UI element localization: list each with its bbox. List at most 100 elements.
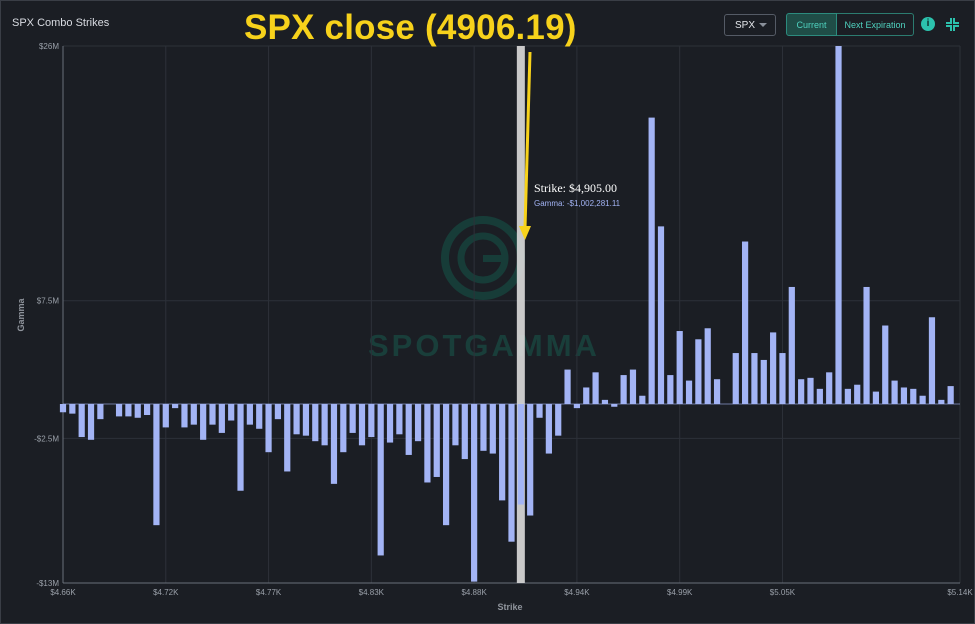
gamma-bar bbox=[162, 404, 169, 428]
gamma-bar bbox=[798, 379, 805, 404]
gamma-bar bbox=[620, 375, 627, 404]
expand-icon[interactable] bbox=[946, 18, 959, 31]
gamma-bar bbox=[639, 395, 646, 404]
gamma-bar bbox=[228, 404, 235, 421]
gamma-bar bbox=[190, 404, 197, 425]
x-tick-label: $4.83K bbox=[359, 588, 385, 597]
close-price-arrow bbox=[519, 51, 532, 240]
gamma-bar bbox=[218, 404, 225, 433]
info-icon[interactable]: i bbox=[921, 17, 935, 31]
gamma-bar bbox=[910, 388, 917, 404]
gamma-bar bbox=[807, 377, 814, 404]
x-tick-label: $4.94K bbox=[564, 588, 590, 597]
gamma-bar bbox=[125, 404, 132, 417]
gamma-bar bbox=[377, 404, 384, 556]
gamma-bar bbox=[414, 404, 422, 442]
gamma-bar bbox=[405, 404, 412, 455]
symbol-select[interactable]: SPX bbox=[724, 14, 776, 36]
gamma-bar bbox=[87, 404, 95, 440]
gamma-bar bbox=[312, 404, 319, 442]
gamma-bar bbox=[601, 399, 609, 404]
gamma-bar bbox=[59, 404, 67, 413]
gamma-bar bbox=[770, 332, 777, 404]
gamma-bar bbox=[872, 391, 880, 404]
tooltip-gamma: Gamma: -$1,002,281.11 bbox=[534, 199, 621, 208]
gamma-bar bbox=[181, 404, 188, 428]
gamma-bar bbox=[293, 404, 300, 435]
gamma-bar bbox=[461, 404, 468, 460]
gamma-bar bbox=[760, 359, 767, 404]
gamma-bar bbox=[517, 404, 524, 505]
gamma-bar bbox=[882, 325, 889, 404]
gamma-bar bbox=[237, 404, 244, 491]
gamma-bar bbox=[284, 404, 291, 472]
gamma-bar bbox=[629, 369, 637, 404]
y-tick-label: -$13M bbox=[36, 579, 59, 588]
tooltip-strike: Strike: $4,905.00 bbox=[534, 181, 617, 195]
gamma-bar bbox=[134, 404, 141, 418]
gamma-bar bbox=[340, 404, 347, 453]
gamma-bar bbox=[115, 404, 123, 417]
gamma-bar bbox=[536, 404, 543, 418]
gamma-bar bbox=[751, 353, 758, 404]
gamma-bar bbox=[256, 404, 263, 429]
gamma-bar bbox=[452, 404, 459, 446]
gamma-bar bbox=[321, 404, 328, 446]
tab-next-expiration[interactable]: Next Expiration bbox=[837, 13, 914, 36]
tab-current-label: Current bbox=[796, 20, 827, 30]
gamma-bar bbox=[844, 388, 851, 404]
x-axis-label: Strike bbox=[497, 602, 522, 612]
gamma-bar bbox=[97, 404, 104, 420]
gamma-bar bbox=[527, 404, 534, 516]
spotgamma-logo-icon bbox=[441, 216, 525, 300]
gamma-bar bbox=[386, 404, 394, 443]
gamma-bar bbox=[667, 375, 674, 404]
gamma-bar bbox=[816, 388, 823, 404]
watermark-text: SPOTGAMMA bbox=[368, 328, 600, 363]
gamma-bar bbox=[695, 339, 702, 404]
tooltip: Strike: $4,905.00 Gamma: -$1,002,281.11 bbox=[534, 181, 621, 208]
tab-current[interactable]: Current bbox=[786, 13, 837, 36]
gamma-bar bbox=[200, 404, 207, 440]
gamma-bar bbox=[424, 404, 431, 483]
gamma-bar bbox=[508, 404, 515, 542]
gamma-bar bbox=[433, 404, 440, 477]
x-tick-label: $4.99K bbox=[667, 588, 693, 597]
gamma-bar bbox=[685, 380, 693, 404]
gamma-bar bbox=[471, 404, 478, 582]
gamma-bar bbox=[396, 404, 403, 435]
gamma-bar bbox=[592, 372, 599, 404]
gamma-bar bbox=[555, 404, 562, 436]
gamma-bar bbox=[274, 404, 282, 420]
gamma-bar bbox=[172, 404, 179, 409]
y-tick-labels: $26M $7.5M -$2.5M -$13M bbox=[34, 42, 59, 588]
panel-title: SPX Combo Strikes bbox=[12, 17, 110, 29]
gamma-bar bbox=[153, 404, 160, 526]
y-axis-label: Gamma bbox=[16, 298, 26, 332]
gamma-bar bbox=[246, 404, 253, 425]
gamma-bar bbox=[732, 353, 739, 404]
gamma-bar bbox=[928, 317, 936, 404]
gamma-bar bbox=[358, 404, 366, 446]
x-tick-label: $4.88K bbox=[461, 588, 487, 597]
gamma-bar bbox=[209, 404, 216, 425]
gamma-bar bbox=[564, 369, 571, 404]
gamma-bar bbox=[573, 404, 581, 409]
gamma-bar bbox=[648, 117, 655, 404]
x-tick-label: $4.72K bbox=[153, 588, 179, 597]
x-tick-label: $5.14K bbox=[947, 588, 973, 597]
gamma-bar bbox=[442, 404, 450, 526]
gamma-bar bbox=[480, 404, 487, 451]
gamma-bar bbox=[779, 353, 786, 404]
gamma-bar bbox=[611, 404, 618, 407]
gamma-bar bbox=[657, 226, 665, 404]
headline-annotation: SPX close (4906.19) bbox=[244, 8, 577, 47]
tab-next-expiration-label: Next Expiration bbox=[844, 20, 906, 30]
gamma-bar bbox=[330, 404, 338, 484]
gamma-bar bbox=[713, 379, 721, 404]
x-tick-labels: $4.66K $4.72K $4.77K $4.83K $4.88K $4.94K $4.9… bbox=[50, 588, 973, 597]
gamma-bar bbox=[704, 328, 711, 404]
gamma-bar bbox=[741, 241, 749, 404]
x-tick-label: $4.77K bbox=[256, 588, 282, 597]
y-tick-label: $26M bbox=[39, 42, 59, 51]
